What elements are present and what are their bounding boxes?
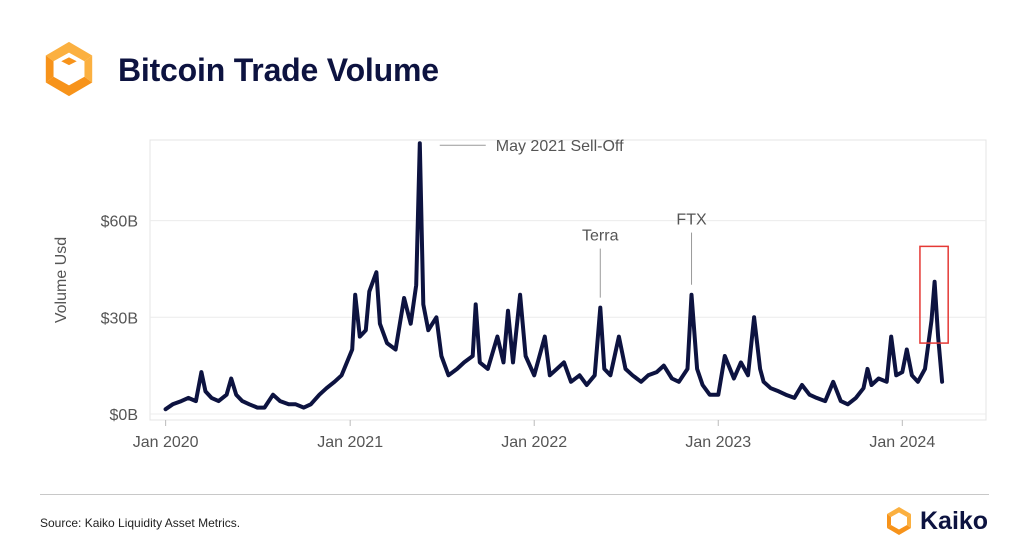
kaiko-logo-icon (45, 41, 93, 97)
volume-line-chart: $0B$30B$60B Jan 2020 Jan 2021 Jan 2022 Jan … (53, 138, 987, 451)
annotation: FTX (676, 212, 707, 285)
annotation-label: Terra (582, 228, 619, 245)
highlight-box (919, 245, 949, 344)
annotation: May 2021 Sell-Off (439, 138, 624, 155)
y-tick-label: $60B (101, 214, 138, 231)
brand-name: Kaiko (920, 506, 989, 535)
y-tick-label: $0B (110, 407, 138, 424)
y-axis-label: Volume Usd (53, 237, 70, 323)
x-tick-label: Jan 2023 (685, 434, 751, 451)
annotation: Terra (582, 228, 619, 298)
y-axis-ticks: $0B $30B $60B (101, 214, 138, 424)
footer-divider (40, 494, 989, 495)
page-title: Bitcoin Trade Volume (118, 52, 439, 88)
x-axis-ticks: Jan 2020 Jan 2021 Jan 2022 Jan 2023 Jan 2024 (133, 420, 935, 451)
plot-frame (149, 139, 987, 421)
y-tick-label: $30B (101, 310, 138, 327)
x-tick-label: Jan 2020 (133, 434, 199, 451)
brand-logo: Kaiko (884, 504, 988, 538)
x-tick-label: Jan 2021 (317, 434, 383, 451)
annotation-label: FTX (676, 212, 707, 229)
annotation-label: May 2021 Sell-Off (496, 138, 624, 155)
gridlines (150, 220, 986, 415)
source-note: Source: Kaiko Liquidity Asset Metrics. (40, 516, 241, 530)
kaiko-brand-icon (887, 507, 911, 535)
x-tick-label: Jan 2024 (869, 434, 935, 451)
x-tick-label: Jan 2022 (501, 434, 567, 451)
annotations: May 2021 Sell-Off Terra FTX (439, 138, 707, 298)
series-line (163, 141, 945, 412)
